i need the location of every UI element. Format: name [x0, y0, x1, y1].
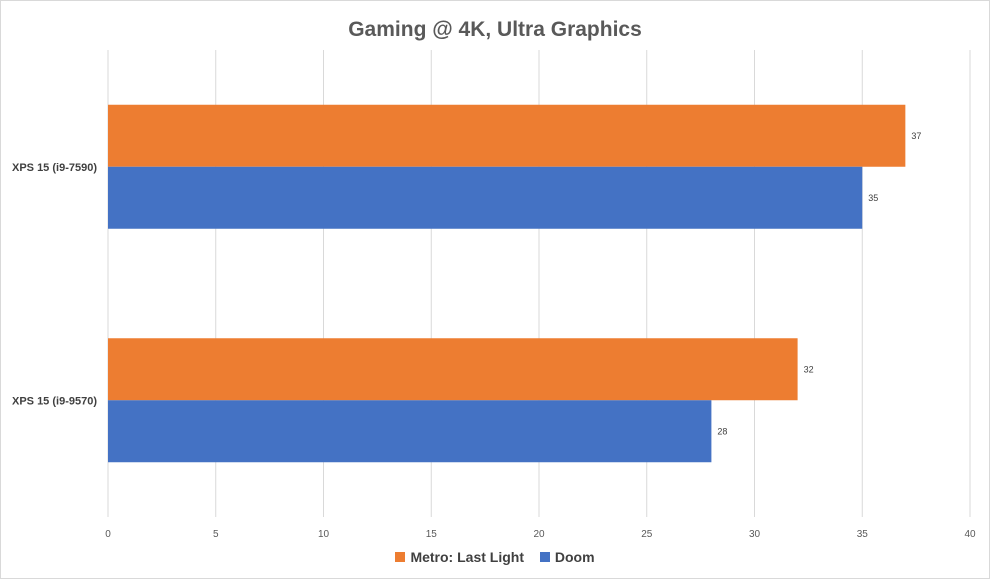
legend-item-metro: Metro: Last Light [395, 549, 524, 565]
legend-item-doom: Doom [539, 549, 595, 565]
x-tick-label: 15 [426, 529, 438, 540]
data-label: 32 [804, 364, 814, 374]
category-label: XPS 15 (i9-7590) [12, 162, 97, 174]
x-tick-label: 25 [641, 529, 653, 540]
data-label: 35 [868, 193, 878, 203]
x-tick-label: 40 [964, 529, 976, 540]
bar [108, 338, 798, 401]
data-label: 37 [911, 131, 921, 141]
legend-swatch-doom [539, 552, 550, 562]
chart-legend: Metro: Last Light Doom [0, 549, 990, 565]
x-tick-label: 20 [533, 529, 545, 540]
x-tick-label: 10 [318, 529, 330, 540]
legend-swatch-metro [395, 552, 406, 562]
x-tick-label: 5 [213, 529, 219, 540]
data-label: 28 [717, 426, 727, 436]
x-tick-label: 35 [857, 529, 869, 540]
bar [108, 166, 863, 229]
bar [108, 400, 712, 463]
legend-label-metro: Metro: Last Light [410, 549, 524, 565]
x-tick-label: 30 [749, 529, 761, 540]
x-tick-label: 0 [105, 529, 111, 540]
legend-label-doom: Doom [554, 549, 595, 565]
category-label: XPS 15 (i9-9570) [12, 395, 97, 407]
bar [108, 104, 906, 167]
chart-title: Gaming @ 4K, Ultra Graphics [348, 18, 642, 41]
